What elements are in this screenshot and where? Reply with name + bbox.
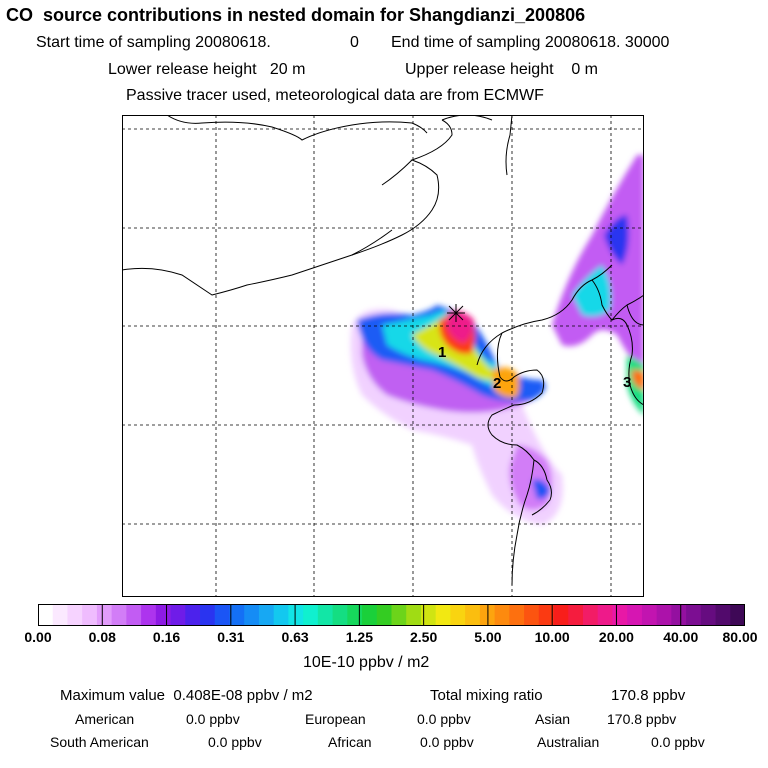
color-swatch [582,604,599,626]
color-swatch [126,604,142,626]
contribution-value: 0.0 ppbv [186,711,240,727]
color-swatch [170,604,186,626]
color-tick-label: 1.25 [345,629,373,645]
color-tick-label: 40.00 [663,629,699,645]
color-swatch [627,604,643,626]
coastlines [122,115,644,586]
color-swatch [715,604,731,626]
color-swatch [700,604,716,626]
color-swatch [67,604,83,626]
color-scale-unit: 10E-10 ppbv / m2 [303,654,430,671]
color-tick-label: 0.63 [281,629,309,645]
maximum-value: Maximum value 0.408E-08 ppbv / m2 [60,687,313,704]
color-swatch [244,604,260,626]
total-mixing-ratio-label: Total mixing ratio [430,687,543,704]
color-swatch [273,604,289,626]
start-time-value: 0 [350,34,359,51]
color-swatch [200,604,216,626]
color-swatch [568,604,584,626]
region-label-2: 2 [493,375,501,392]
color-swatch [391,604,407,626]
color-swatch [597,604,613,626]
contribution-value: 0.0 ppbv [417,711,471,727]
color-swatch [406,604,422,626]
contribution-name: Asian [535,711,571,727]
color-scale-bar [38,604,745,626]
contribution-value: 170.8 ppbv [607,711,677,727]
color-swatch [141,604,157,626]
color-swatch [450,604,466,626]
color-swatch [214,604,230,626]
color-tick-label: 0.00 [24,629,52,645]
color-swatch [538,604,554,626]
color-swatch [111,604,127,626]
color-swatch [347,604,363,626]
plot-title: CO source contributions in nested domain… [6,5,586,25]
asterisk-star-icon [447,304,465,322]
contribution-value: 0.0 ppbv [208,734,262,750]
contribution-value: 0.0 ppbv [420,734,474,750]
color-tick-label: 80.00 [722,629,758,645]
color-swatch [362,604,378,626]
contribution-name: Australian [537,734,600,750]
contribution-name: European [305,711,366,727]
color-swatch [524,604,540,626]
color-swatch [317,604,333,626]
color-swatch [229,604,245,626]
color-swatch [494,604,510,626]
color-tick-label: 0.31 [217,629,245,645]
color-swatch [376,604,392,626]
color-swatch [656,604,672,626]
contribution-name: African [328,734,372,750]
region-label-3: 3 [623,374,631,391]
contribution-name: American [75,711,135,727]
color-swatch [671,604,687,626]
color-swatch [332,604,348,626]
color-swatch [435,604,451,626]
color-swatch [641,604,658,626]
contribution-value: 0.0 ppbv [651,734,705,750]
color-tick-label: 20.00 [598,629,634,645]
color-tick-label: 2.50 [410,629,438,645]
color-swatch [288,604,304,626]
color-tick-label: 10.00 [534,629,570,645]
end-time-label: End time of sampling 20080618. 30000 [391,34,670,51]
color-swatch [509,604,525,626]
color-tick-label: 0.16 [152,629,181,645]
color-swatch [465,604,481,626]
color-tick-label: 5.00 [474,629,502,645]
color-tick-label: 0.08 [88,629,116,645]
map-panel: 1 2 3 [122,115,644,597]
color-bar-frame [38,604,745,626]
color-swatch [612,604,628,626]
color-swatch [52,604,68,626]
total-mixing-ratio-value: 170.8 ppbv [611,687,686,704]
color-swatch [730,604,745,626]
lat-lon-grid [122,115,644,597]
region-label-1: 1 [438,344,446,361]
model-note: Passive tracer used, meteorological data… [126,87,544,104]
color-swatch [686,604,702,626]
lower-release-height: Lower release height 20 m [108,61,306,78]
color-swatch [258,604,275,626]
color-swatch [303,604,319,626]
color-swatch [96,604,113,626]
color-swatch [420,604,437,626]
color-swatch [38,604,54,626]
contribution-name: South American [50,734,149,750]
concentration-plume [350,155,644,525]
color-swatch [553,604,569,626]
start-time-label: Start time of sampling 20080618. [36,34,271,51]
upper-release-height: Upper release height 0 m [405,61,598,78]
color-swatch [185,604,201,626]
color-swatch [155,604,171,626]
color-swatch [82,604,98,626]
